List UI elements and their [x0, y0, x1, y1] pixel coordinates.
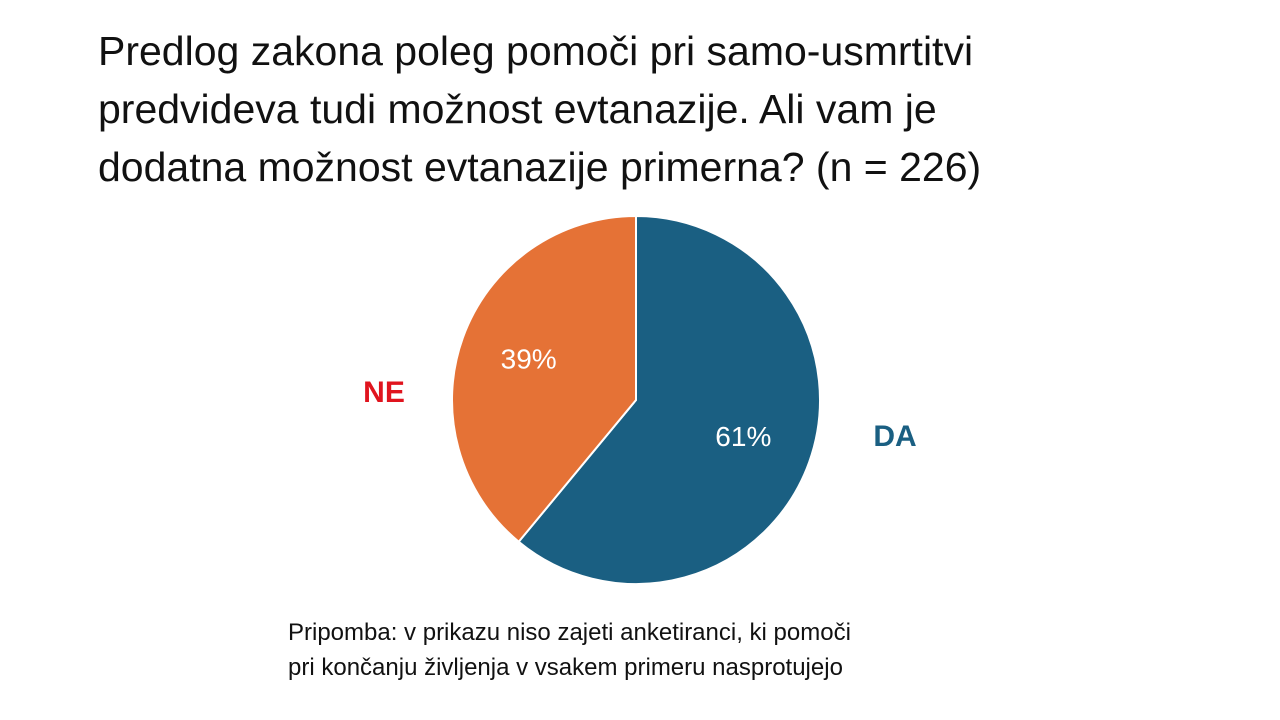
- pie-slice-ne: [451, 214, 637, 544]
- slice-value-label-da: 61%: [715, 421, 771, 452]
- note-line-2: pri končanju življenja v vsakem primeru …: [288, 654, 843, 681]
- pie-slice-da: [517, 214, 821, 585]
- chart-title: Predlog zakona poleg pomoči pri samo-usm…: [98, 22, 1218, 196]
- title-line-1: Predlog zakona poleg pomoči pri samo-usm…: [98, 28, 974, 74]
- chart-note: Pripomba: v prikazu niso zajeti anketira…: [288, 615, 1188, 685]
- category-label-da: DA: [873, 420, 916, 453]
- slice-value-label-ne: 39%: [501, 344, 557, 375]
- title-line-3: dodatna možnost evtanazije primerna? (n …: [98, 144, 982, 190]
- note-line-1: Pripomba: v prikazu niso zajeti anketira…: [288, 619, 851, 646]
- category-label-ne: NE: [363, 376, 405, 409]
- title-line-2: predvideva tudi možnost evtanazije. Ali …: [98, 86, 937, 132]
